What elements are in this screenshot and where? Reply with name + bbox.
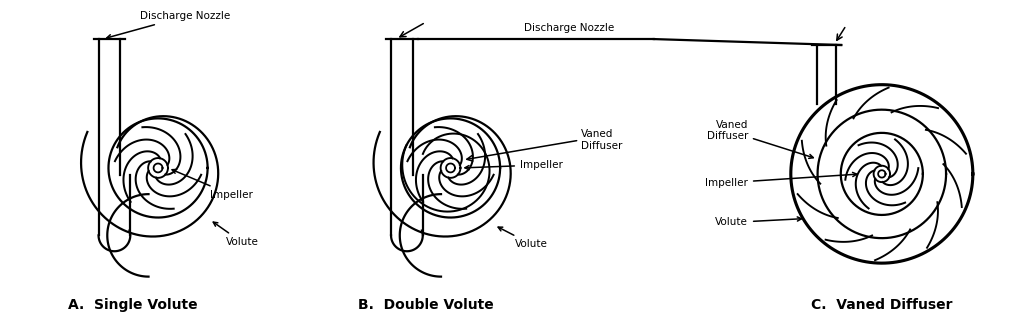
Text: Impeller: Impeller xyxy=(706,172,857,188)
Text: Volute: Volute xyxy=(213,222,258,247)
Text: Vaned
Diffuser: Vaned Diffuser xyxy=(707,120,813,158)
Text: Impeller: Impeller xyxy=(172,170,253,200)
Text: Vaned
Diffuser: Vaned Diffuser xyxy=(582,129,623,151)
Text: A.  Single Volute: A. Single Volute xyxy=(69,298,198,312)
Text: Discharge Nozzle: Discharge Nozzle xyxy=(524,23,614,33)
Text: Volute: Volute xyxy=(715,217,802,228)
Text: Discharge Nozzle: Discharge Nozzle xyxy=(106,11,230,39)
Text: C.  Vaned Diffuser: C. Vaned Diffuser xyxy=(811,298,952,312)
Text: Volute: Volute xyxy=(498,227,548,249)
Text: Impeller: Impeller xyxy=(465,160,563,170)
Text: B.  Double Volute: B. Double Volute xyxy=(357,298,494,312)
